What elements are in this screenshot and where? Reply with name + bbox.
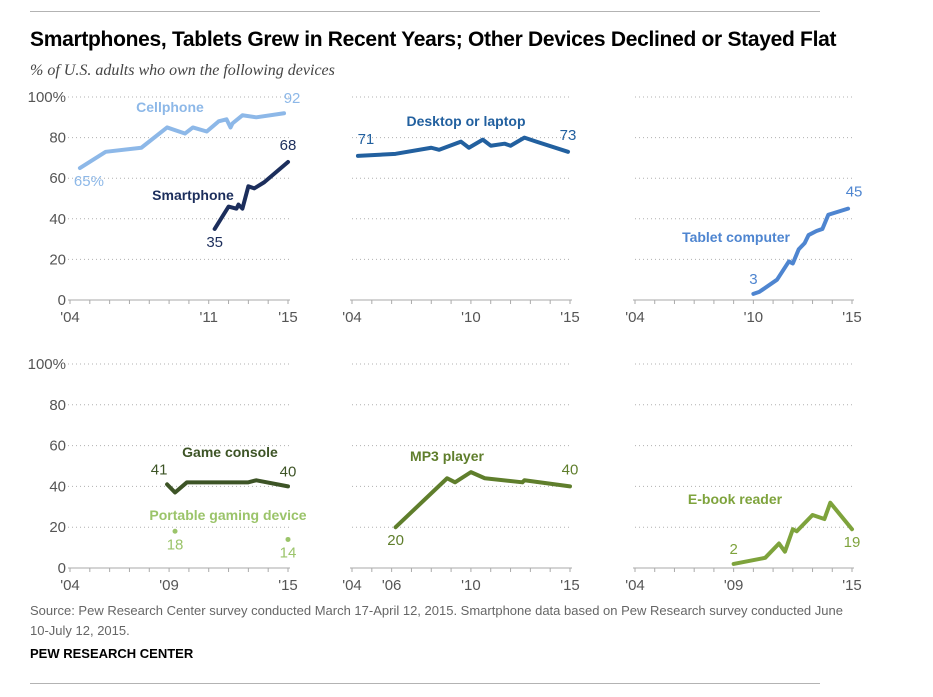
y-tick-label: 60 <box>49 438 66 455</box>
series-label: Desktop or laptop <box>406 113 525 129</box>
y-tick-label: 0 <box>58 292 66 309</box>
x-tick-label: '15 <box>560 577 580 594</box>
data-point <box>172 528 178 534</box>
end-value-label: 14 <box>280 544 297 561</box>
series-label: MP3 player <box>410 448 484 464</box>
end-value-label: 45 <box>846 184 863 201</box>
end-value-label: 73 <box>560 127 577 144</box>
start-value-label: 3 <box>749 271 757 288</box>
end-value-label: 40 <box>562 461 579 478</box>
y-tick-label: 60 <box>49 170 66 187</box>
series-label: Tablet computer <box>682 229 790 245</box>
x-tick-label: '10 <box>461 309 481 326</box>
series-line-mp3-player <box>393 470 572 530</box>
end-value-label: 92 <box>284 90 301 107</box>
start-value-label: 41 <box>151 461 168 478</box>
series-line-tablet-computer <box>751 206 851 296</box>
chart-title: Smartphones, Tablets Grew in Recent Year… <box>30 28 837 51</box>
x-tick-label: '15 <box>842 309 862 326</box>
series-line-smartphone <box>212 159 290 231</box>
series-label: Portable gaming device <box>149 507 306 523</box>
y-tick-label: 40 <box>49 478 66 495</box>
start-value-label: 18 <box>167 536 184 553</box>
x-tick-label: '15 <box>278 577 298 594</box>
series-line-cellphone <box>77 111 287 171</box>
source-note: Source: Pew Research Center survey condu… <box>30 603 843 638</box>
x-tick-label: '09 <box>724 577 744 594</box>
start-value-label: 65% <box>74 173 104 190</box>
chart-subtitle: % of U.S. adults who own the following d… <box>30 62 335 79</box>
x-tick-label: '04 <box>625 577 645 594</box>
x-tick-label: '15 <box>560 309 580 326</box>
y-tick-label: 20 <box>49 519 66 536</box>
x-tick-label: '15 <box>278 309 298 326</box>
series-line-game-console <box>165 478 290 495</box>
top-rule <box>30 11 820 12</box>
series-label: Smartphone <box>152 187 234 203</box>
y-tick-label: 40 <box>49 211 66 228</box>
x-tick-label: '04 <box>60 577 80 594</box>
x-tick-label: '04 <box>625 309 645 326</box>
x-tick-label: '06 <box>382 577 402 594</box>
series-label: Cellphone <box>136 99 204 115</box>
x-tick-label: '10 <box>461 577 481 594</box>
y-tick-label: 0 <box>58 560 66 577</box>
y-tick-label: 100% <box>28 356 66 373</box>
x-tick-label: '04 <box>342 309 362 326</box>
series-label: E-book reader <box>688 491 783 507</box>
x-tick-label: '04 <box>342 577 362 594</box>
y-tick-label: 100% <box>28 89 66 106</box>
y-tick-label: 80 <box>49 397 66 414</box>
series-label: Game console <box>182 444 278 460</box>
organization-credit: PEW RESEARCH CENTER <box>30 646 194 661</box>
bottom-rule <box>30 683 820 684</box>
y-tick-label: 80 <box>49 130 66 147</box>
end-value-label: 40 <box>280 463 297 480</box>
start-value-label: 2 <box>729 541 737 558</box>
series-line-desktop-or-laptop <box>355 135 571 158</box>
y-tick-label: 20 <box>49 251 66 268</box>
x-tick-label: '11 <box>200 309 218 326</box>
start-value-label: 20 <box>387 532 404 549</box>
x-tick-label: '09 <box>159 577 179 594</box>
data-point <box>285 536 291 542</box>
x-tick-label: '10 <box>744 309 764 326</box>
end-value-label: 68 <box>280 137 297 154</box>
end-value-label: 19 <box>844 534 861 551</box>
x-tick-label: '15 <box>842 577 862 594</box>
start-value-label: 71 <box>358 131 375 148</box>
start-value-label: 35 <box>206 234 223 251</box>
x-tick-label: '04 <box>60 309 80 326</box>
series-line-e-book-reader <box>731 500 854 566</box>
